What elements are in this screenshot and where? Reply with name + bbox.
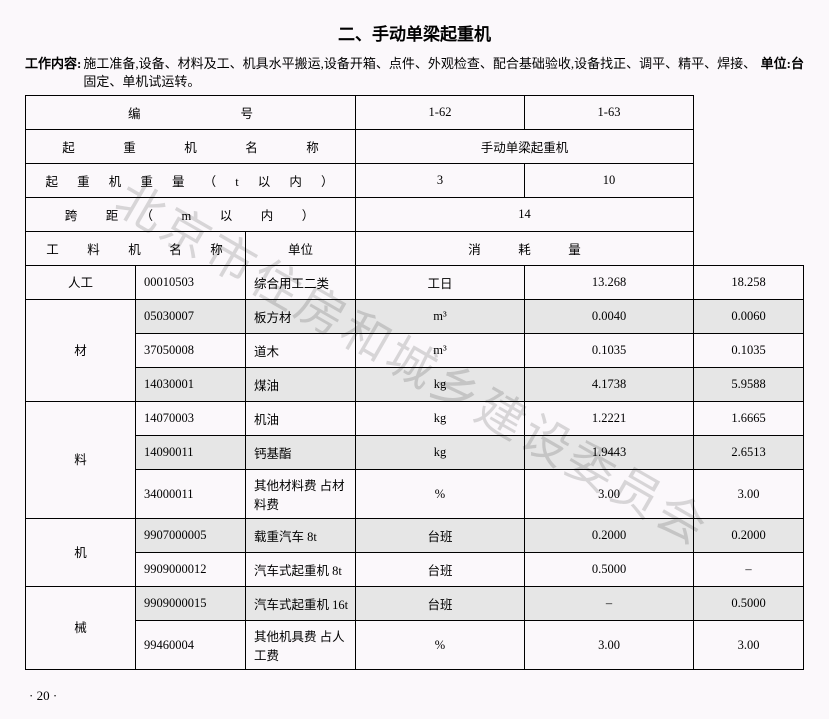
cell-v2: 3.00: [694, 621, 804, 670]
header-row-cols: 工 料 机 名 称 单位 消 耗 量: [26, 232, 804, 266]
hdr-unit: 单位: [246, 232, 356, 266]
hdr-weight-1: 3: [356, 164, 525, 198]
work-description: 工作内容: 施工准备,设备、材料及工、机具水平搬运,设备开箱、点件、外观检查、配…: [25, 55, 804, 91]
cell-unit: 工日: [356, 266, 525, 300]
cell-name: 道木: [246, 334, 356, 368]
cell-v1: 0.5000: [525, 553, 694, 587]
hdr-weight-label: 起 重 机 重 量 （ t 以 内 ）: [26, 164, 356, 198]
table-row: 人工 00010503 综合用工二类 工日 13.268 18.258: [26, 266, 804, 300]
cell-v1: 4.1738: [525, 368, 694, 402]
cell-unit: kg: [356, 368, 525, 402]
table-row: 9909000012 汽车式起重机 8t 台班 0.5000 –: [26, 553, 804, 587]
cell-unit: kg: [356, 402, 525, 436]
desc-label: 工作内容:: [25, 55, 81, 91]
spec-table: 编 号 1-62 1-63 起 重 机 名 称 手动单梁起重机 起 重 机 重 …: [25, 95, 804, 670]
cell-code: 14070003: [136, 402, 246, 436]
cell-unit: %: [356, 470, 525, 519]
table-row: 99460004 其他机具费 占人工费 % 3.00 3.00: [26, 621, 804, 670]
cell-v1: 1.2221: [525, 402, 694, 436]
cell-code: 05030007: [136, 300, 246, 334]
cell-name: 载重汽车 8t: [246, 519, 356, 553]
cell-code: 34000011: [136, 470, 246, 519]
cell-v2: –: [694, 553, 804, 587]
cell-code: 9909000012: [136, 553, 246, 587]
cat-machine-bottom: 械: [26, 587, 136, 670]
cell-v1: 0.2000: [525, 519, 694, 553]
cell-v1: 13.268: [525, 266, 694, 300]
cat-labor: 人工: [26, 266, 136, 300]
cell-v2: 0.0060: [694, 300, 804, 334]
hdr-code-label: 编 号: [26, 96, 356, 130]
cell-unit: 台班: [356, 519, 525, 553]
cell-v2: 5.9588: [694, 368, 804, 402]
cell-v1: 0.0040: [525, 300, 694, 334]
desc-text: 施工准备,设备、材料及工、机具水平搬运,设备开箱、点件、外观检查、配合基础验收,…: [81, 55, 760, 91]
cell-unit: m³: [356, 334, 525, 368]
cell-v2: 0.1035: [694, 334, 804, 368]
cell-name: 其他机具费 占人工费: [246, 621, 356, 670]
hdr-name-val: 手动单梁起重机: [356, 130, 694, 164]
cell-v2: 2.6513: [694, 436, 804, 470]
header-row-name: 起 重 机 名 称 手动单梁起重机: [26, 130, 804, 164]
cell-name: 其他材料费 占材料费: [246, 470, 356, 519]
header-row-span: 跨 距 （ m 以 内 ） 14: [26, 198, 804, 232]
cat-machine-top: 机: [26, 519, 136, 587]
cell-v2: 0.2000: [694, 519, 804, 553]
cell-code: 9907000005: [136, 519, 246, 553]
cell-name: 汽车式起重机 8t: [246, 553, 356, 587]
cell-code: 99460004: [136, 621, 246, 670]
cell-name: 钙基酯: [246, 436, 356, 470]
header-row-weight: 起 重 机 重 量 （ t 以 内 ） 3 10: [26, 164, 804, 198]
hdr-span-val: 14: [356, 198, 694, 232]
cell-v1: 3.00: [525, 621, 694, 670]
header-row-code: 编 号 1-62 1-63: [26, 96, 804, 130]
cell-name: 机油: [246, 402, 356, 436]
cell-name: 板方材: [246, 300, 356, 334]
page-number: · 20 ·: [25, 688, 804, 704]
cell-unit: %: [356, 621, 525, 670]
cell-v1: 0.1035: [525, 334, 694, 368]
cell-name: 综合用工二类: [246, 266, 356, 300]
table-row: 34000011 其他材料费 占材料费 % 3.00 3.00: [26, 470, 804, 519]
cell-v1: 1.9443: [525, 436, 694, 470]
cell-v2: 18.258: [694, 266, 804, 300]
table-row: 37050008 道木 m³ 0.1035 0.1035: [26, 334, 804, 368]
hdr-weight-2: 10: [525, 164, 694, 198]
cell-v1: 3.00: [525, 470, 694, 519]
table-row: 机 9907000005 载重汽车 8t 台班 0.2000 0.2000: [26, 519, 804, 553]
unit-label: 单位:台: [761, 55, 804, 91]
cell-code: 14090011: [136, 436, 246, 470]
hdr-span-label: 跨 距 （ m 以 内 ）: [26, 198, 356, 232]
table-row: 14030001 煤油 kg 4.1738 5.9588: [26, 368, 804, 402]
table-row: 材 05030007 板方材 m³ 0.0040 0.0060: [26, 300, 804, 334]
cell-v2: 3.00: [694, 470, 804, 519]
cell-code: 00010503: [136, 266, 246, 300]
cell-unit: 台班: [356, 553, 525, 587]
table-row: 料 14070003 机油 kg 1.2221 1.6665: [26, 402, 804, 436]
cat-material-bottom: 料: [26, 402, 136, 519]
cat-material-top: 材: [26, 300, 136, 402]
table-row: 14090011 钙基酯 kg 1.9443 2.6513: [26, 436, 804, 470]
cell-name: 煤油: [246, 368, 356, 402]
hdr-consumption: 消 耗 量: [356, 232, 694, 266]
hdr-code-1: 1-62: [356, 96, 525, 130]
cell-unit: kg: [356, 436, 525, 470]
hdr-itemname: 工 料 机 名 称: [26, 232, 246, 266]
cell-code: 14030001: [136, 368, 246, 402]
cell-v2: 1.6665: [694, 402, 804, 436]
cell-code: 37050008: [136, 334, 246, 368]
page-title: 二、手动单梁起重机: [25, 20, 804, 45]
cell-unit: m³: [356, 300, 525, 334]
hdr-name-label: 起 重 机 名 称: [26, 130, 356, 164]
hdr-code-2: 1-63: [525, 96, 694, 130]
